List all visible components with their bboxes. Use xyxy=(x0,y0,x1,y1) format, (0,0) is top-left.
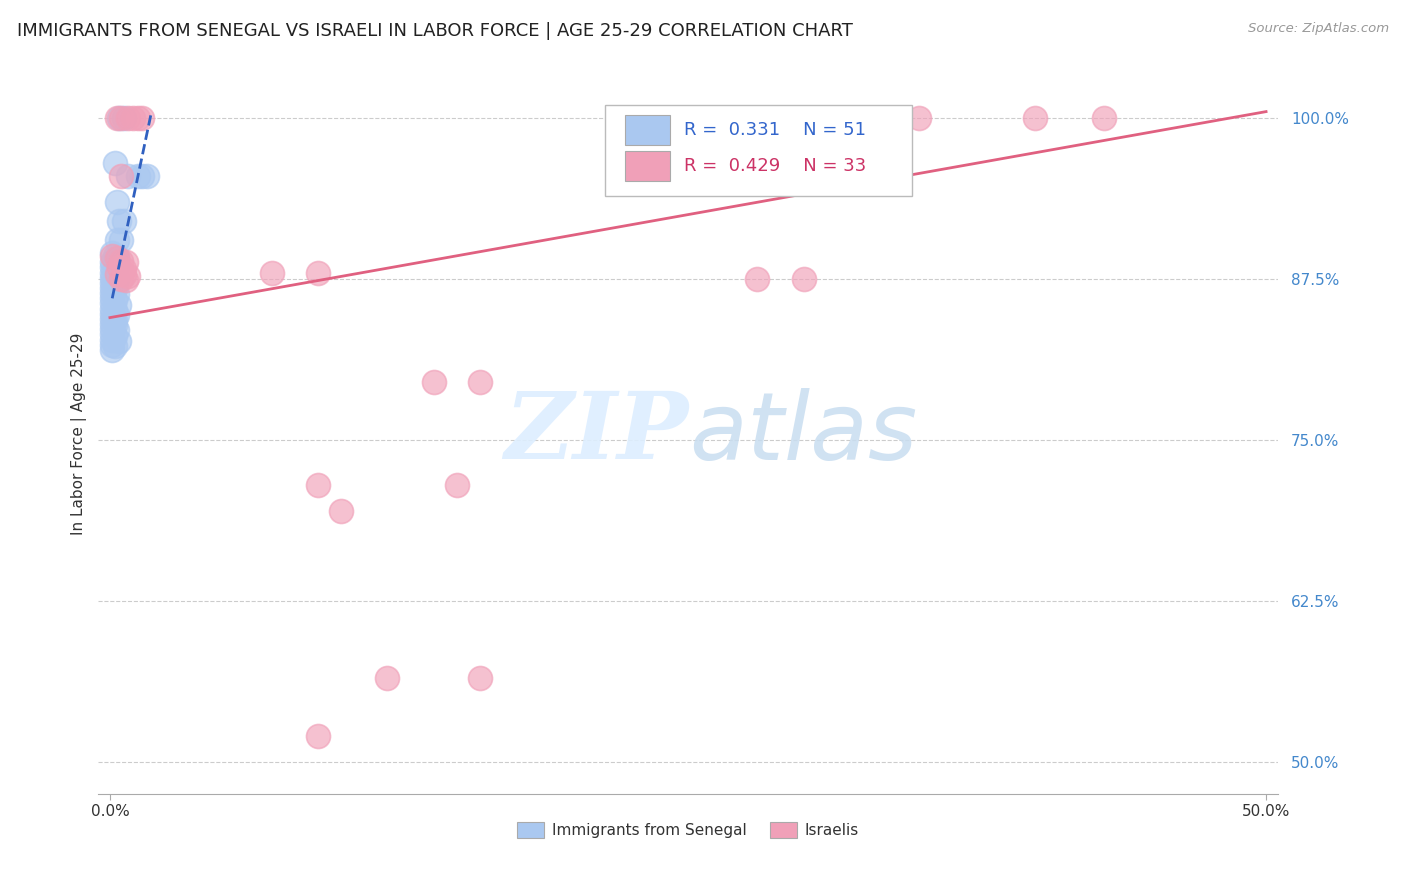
Point xyxy=(377,671,399,685)
Point xyxy=(330,504,353,518)
Point xyxy=(101,312,124,326)
Point xyxy=(793,272,815,286)
Point xyxy=(105,252,128,266)
Text: R =  0.331    N = 51: R = 0.331 N = 51 xyxy=(685,121,866,139)
Point xyxy=(131,169,153,183)
Text: Source: ZipAtlas.com: Source: ZipAtlas.com xyxy=(1249,22,1389,36)
Bar xyxy=(626,151,671,181)
Point xyxy=(103,313,125,327)
Legend: Immigrants from Senegal, Israelis: Immigrants from Senegal, Israelis xyxy=(510,816,865,844)
Point xyxy=(110,254,132,268)
Point xyxy=(446,478,468,492)
Point xyxy=(110,111,132,125)
Point xyxy=(103,318,125,333)
Point xyxy=(468,671,491,685)
Point xyxy=(422,375,444,389)
Point xyxy=(307,478,329,492)
Point xyxy=(117,169,139,183)
Point xyxy=(101,296,124,310)
Point xyxy=(103,249,125,263)
Point xyxy=(101,301,124,316)
Point xyxy=(105,233,128,247)
Point xyxy=(101,266,124,280)
Point xyxy=(101,327,124,342)
Point xyxy=(105,272,128,286)
Point xyxy=(117,111,139,125)
Point xyxy=(103,156,125,170)
Point xyxy=(103,339,125,353)
Point xyxy=(112,214,135,228)
Point xyxy=(1024,111,1046,125)
Point xyxy=(108,111,131,125)
Point xyxy=(127,111,149,125)
Point xyxy=(110,272,132,286)
Bar xyxy=(626,115,671,145)
Point xyxy=(101,286,124,301)
Point xyxy=(103,267,125,281)
Text: R =  0.429    N = 33: R = 0.429 N = 33 xyxy=(685,157,866,175)
Text: ZIP: ZIP xyxy=(503,389,688,478)
Point xyxy=(307,266,329,280)
Point xyxy=(101,322,124,336)
Y-axis label: In Labor Force | Age 25-29: In Labor Force | Age 25-29 xyxy=(72,333,87,534)
Point xyxy=(101,270,124,285)
Point xyxy=(101,343,124,357)
Point xyxy=(108,298,131,312)
Point xyxy=(101,276,124,290)
Point xyxy=(103,261,125,276)
Point xyxy=(103,328,125,343)
Point xyxy=(103,293,125,307)
Point xyxy=(105,324,128,338)
Point xyxy=(101,333,124,347)
Point xyxy=(112,261,135,276)
Point xyxy=(112,268,135,282)
Point xyxy=(105,287,128,301)
Point xyxy=(105,194,128,209)
Point xyxy=(127,169,149,183)
Point xyxy=(117,269,139,284)
Point xyxy=(110,169,132,183)
Point xyxy=(105,308,128,322)
Point xyxy=(101,337,124,351)
Point xyxy=(101,260,124,275)
Point xyxy=(747,272,769,286)
Point xyxy=(101,317,124,331)
Point xyxy=(101,255,124,269)
Point xyxy=(103,277,125,292)
Point xyxy=(105,111,128,125)
Text: atlas: atlas xyxy=(689,388,918,479)
Point xyxy=(105,250,128,264)
Point xyxy=(131,111,153,125)
Point xyxy=(110,233,132,247)
Point xyxy=(112,111,135,125)
Point xyxy=(105,258,128,272)
Point xyxy=(468,375,491,389)
Point xyxy=(103,282,125,296)
Point xyxy=(908,111,931,125)
Point xyxy=(1092,111,1115,125)
Text: IMMIGRANTS FROM SENEGAL VS ISRAELI IN LABOR FORCE | AGE 25-29 CORRELATION CHART: IMMIGRANTS FROM SENEGAL VS ISRAELI IN LA… xyxy=(17,22,853,40)
Point xyxy=(103,256,125,270)
Point xyxy=(108,260,131,275)
FancyBboxPatch shape xyxy=(606,105,912,195)
Point xyxy=(105,267,128,281)
Point xyxy=(101,246,124,260)
Point xyxy=(260,266,283,280)
Point xyxy=(101,249,124,263)
Point xyxy=(122,111,145,125)
Point xyxy=(108,214,131,228)
Point xyxy=(101,291,124,305)
Point xyxy=(135,169,157,183)
Point xyxy=(307,729,329,743)
Point xyxy=(101,307,124,321)
Point xyxy=(115,255,138,269)
Point xyxy=(108,334,131,348)
Point xyxy=(101,281,124,295)
Point xyxy=(115,273,138,287)
Point xyxy=(103,302,125,317)
